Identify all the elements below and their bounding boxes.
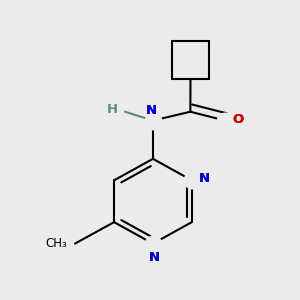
Text: O: O	[232, 112, 244, 126]
Text: N: N	[146, 104, 157, 117]
Text: N: N	[146, 104, 157, 117]
Text: H: H	[106, 103, 118, 116]
Text: CH₃: CH₃	[46, 237, 68, 250]
Text: O: O	[232, 112, 244, 126]
Text: N: N	[199, 172, 210, 185]
Text: N: N	[149, 251, 160, 264]
Text: N: N	[149, 251, 160, 264]
Text: N: N	[199, 172, 210, 185]
